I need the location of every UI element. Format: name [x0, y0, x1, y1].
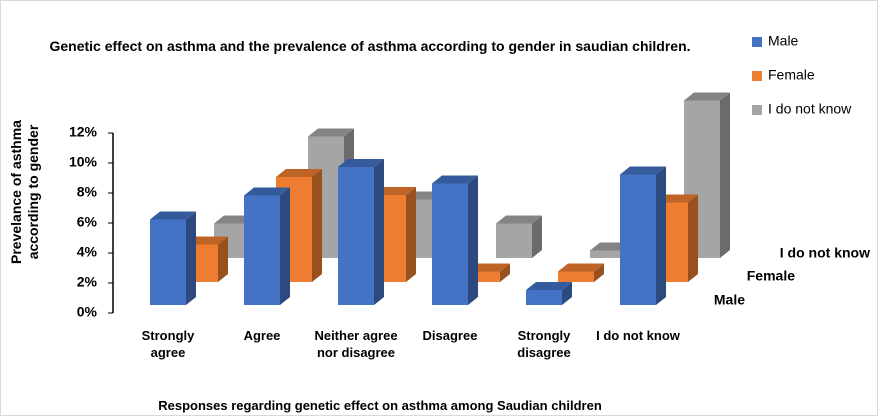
bar-top: [558, 263, 604, 272]
bar-top: [276, 169, 322, 177]
legend-label: Male: [768, 33, 799, 49]
bar-side: [562, 282, 572, 305]
bar: [590, 250, 626, 258]
bar-side: [406, 187, 416, 282]
y-tick-label: 2%: [77, 274, 98, 290]
y-tick-label: 10%: [69, 154, 98, 170]
x-tick-label: I do not know: [596, 328, 680, 343]
bar-side: [532, 215, 542, 258]
bar-top: [684, 92, 730, 101]
bar-top: [308, 128, 354, 137]
chart-title: Genetic effect on asthma and the prevale…: [49, 38, 691, 54]
depth-label: Female: [747, 268, 795, 284]
x-axis-title: Responses regarding genetic effect on as…: [158, 398, 602, 413]
bar: [244, 195, 280, 305]
bar: [620, 174, 656, 305]
y-tick-label: 4%: [77, 244, 98, 260]
bar-top: [496, 215, 542, 224]
bar-side: [280, 187, 290, 305]
bar: [150, 219, 186, 305]
x-tick-label: Agree: [243, 328, 281, 343]
depth-label: I do not know: [780, 245, 870, 261]
bar: [432, 183, 468, 305]
x-tick-label: Strongly agree: [141, 328, 195, 360]
x-tick-label: Neither agree nor disagree: [314, 328, 398, 360]
bar-side: [594, 263, 604, 282]
bar-side: [500, 263, 510, 282]
y-axis-title: Prevelance of asthma according to gender: [8, 120, 41, 264]
bar: [464, 271, 500, 282]
y-tick-label: 6%: [77, 214, 98, 230]
bar-side: [374, 159, 384, 305]
legend-swatch: [752, 71, 762, 81]
y-tick-label: 8%: [77, 184, 98, 200]
bar-side: [720, 92, 730, 258]
bar-top: [338, 159, 384, 167]
depth-label: Male: [714, 292, 745, 308]
x-tick-label: Strongly disagree: [517, 328, 571, 360]
y-tick-label: 0%: [77, 304, 98, 320]
y-tick-label: 12%: [69, 124, 98, 140]
bar-top: [244, 187, 290, 196]
bar-top: [620, 166, 666, 175]
bar: [526, 290, 562, 305]
x-tick-label: Disagree: [422, 328, 478, 343]
bar-top: [150, 211, 196, 220]
bar-side: [218, 236, 228, 282]
bar-side: [688, 194, 698, 282]
bar: [496, 223, 532, 258]
bar-side: [186, 211, 196, 305]
legend-swatch: [752, 105, 762, 115]
legend-swatch: [752, 37, 762, 47]
bar-side: [312, 169, 322, 282]
legend-label: Female: [768, 67, 815, 83]
bar-side: [656, 166, 666, 305]
bar-top: [526, 282, 572, 290]
bar: [338, 167, 374, 305]
bar-top: [432, 175, 478, 184]
bar-side: [468, 175, 478, 305]
legend-label: I do not know: [768, 101, 852, 117]
bar: [558, 271, 594, 282]
